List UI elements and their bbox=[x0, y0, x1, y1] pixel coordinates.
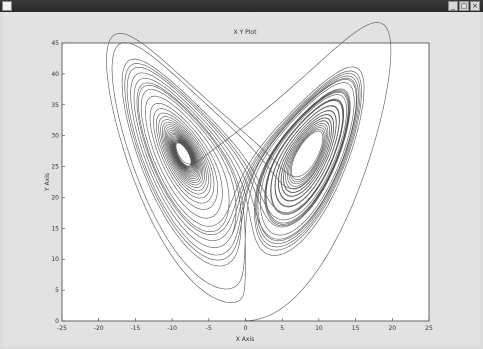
xy-plot-chart: X Y Plot X Axis Y Axis -25 -20 -15 -10 -5 0 5 1… bbox=[44, 22, 433, 343]
window-menu-icon[interactable] bbox=[2, 1, 12, 11]
y-tick-label: 20 bbox=[51, 194, 59, 201]
x-axis-label: X Axis bbox=[236, 336, 254, 343]
x-tick-label: 0 bbox=[244, 325, 248, 332]
figure-canvas: X Y Plot X Axis Y Axis -25 -20 -15 -10 -5 0 5 1… bbox=[3, 12, 480, 346]
y-tick-label: 30 bbox=[51, 133, 59, 140]
y-tick-label: 5 bbox=[55, 287, 59, 294]
x-tick-label: 10 bbox=[315, 325, 323, 332]
close-icon[interactable]: × bbox=[470, 1, 480, 11]
y-axis-label: Y Axis bbox=[44, 173, 51, 192]
y-tick-label: 15 bbox=[51, 225, 59, 232]
window-controls: _ □ × bbox=[448, 1, 480, 11]
axis-ticks: -25 -20 -15 -10 -5 0 5 10 15 20 25 0 5 10 15 20 25 30 35 40… bbox=[51, 40, 433, 332]
x-tick-label: -25 bbox=[57, 325, 67, 332]
y-tick-label: 35 bbox=[51, 102, 59, 109]
y-tick-label: 0 bbox=[55, 318, 59, 325]
x-tick-label: -20 bbox=[94, 325, 104, 332]
trajectory-line bbox=[106, 22, 392, 321]
y-tick-label: 40 bbox=[51, 71, 59, 78]
y-tick-label: 45 bbox=[51, 40, 59, 47]
y-tick-label: 25 bbox=[51, 164, 59, 171]
y-tick-label: 10 bbox=[51, 256, 59, 263]
chart-title: X Y Plot bbox=[234, 29, 258, 36]
x-tick-label: -10 bbox=[167, 325, 177, 332]
x-tick-label: 25 bbox=[425, 325, 433, 332]
x-tick-label: 20 bbox=[388, 325, 396, 332]
minimize-icon[interactable]: _ bbox=[448, 1, 458, 11]
x-tick-label: 5 bbox=[280, 325, 284, 332]
x-tick-label: -15 bbox=[130, 325, 140, 332]
x-tick-label: 15 bbox=[352, 325, 360, 332]
x-tick-label: -5 bbox=[206, 325, 212, 332]
maximize-icon[interactable]: □ bbox=[459, 1, 469, 11]
title-bar: _ □ × bbox=[0, 0, 483, 12]
